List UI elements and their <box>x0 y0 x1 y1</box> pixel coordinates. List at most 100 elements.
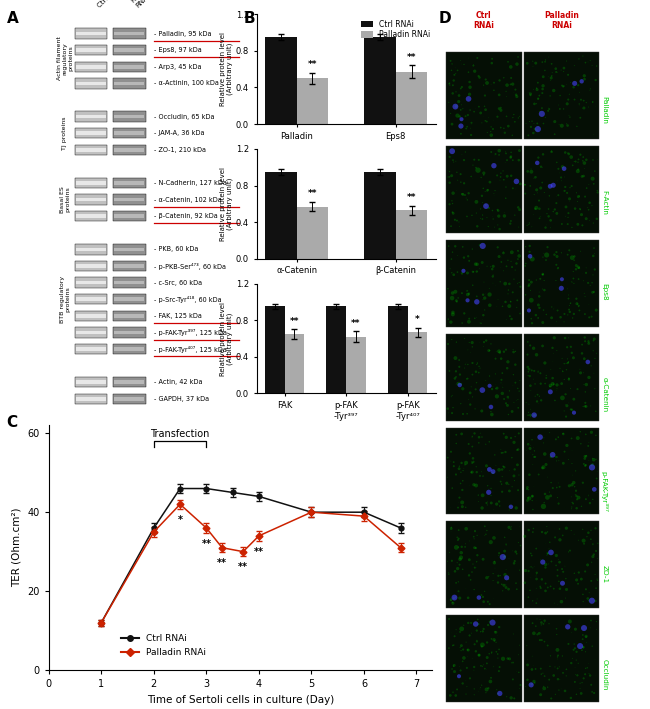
Text: **: ** <box>307 60 317 69</box>
Point <box>536 617 547 628</box>
Point <box>456 623 467 635</box>
Point <box>536 378 546 389</box>
Point <box>560 182 571 193</box>
Point <box>453 502 463 513</box>
Point <box>534 588 544 600</box>
Point <box>502 155 512 166</box>
Point <box>449 630 460 642</box>
Point <box>501 147 512 159</box>
Point <box>515 178 525 189</box>
Point <box>475 682 486 693</box>
Point <box>593 537 603 549</box>
Point <box>569 251 580 262</box>
Point <box>498 298 508 309</box>
Point <box>446 595 456 606</box>
Point <box>528 660 538 671</box>
Point <box>473 489 484 501</box>
Point <box>467 341 478 352</box>
Point <box>482 499 493 510</box>
Point <box>544 183 554 194</box>
Point <box>531 274 541 286</box>
Point <box>449 69 460 81</box>
Point <box>527 495 538 506</box>
Point <box>531 543 541 554</box>
Point <box>482 664 492 675</box>
Bar <box>75 28 107 39</box>
Point <box>584 204 594 216</box>
Point <box>469 562 480 574</box>
Point <box>508 112 518 123</box>
Point <box>474 649 484 661</box>
Point <box>512 302 522 313</box>
Text: - N-Cadherin, 127 kDa: - N-Cadherin, 127 kDa <box>154 180 227 186</box>
Bar <box>113 245 146 255</box>
Point <box>562 283 573 294</box>
Point <box>521 303 531 314</box>
Point <box>452 532 462 543</box>
Point <box>508 346 519 357</box>
Point <box>578 152 588 163</box>
Point <box>533 152 543 163</box>
Point <box>460 189 470 201</box>
Point <box>549 523 560 534</box>
Point <box>463 284 473 296</box>
Point <box>562 400 572 411</box>
Bar <box>447 146 521 233</box>
Point <box>474 72 485 83</box>
Point <box>459 59 469 70</box>
Point <box>488 593 499 605</box>
Point <box>465 146 475 157</box>
Point <box>443 452 453 463</box>
Point <box>484 370 495 381</box>
Point <box>567 653 578 664</box>
Point <box>482 185 493 196</box>
Point <box>514 112 524 123</box>
Point <box>495 276 506 287</box>
Point <box>543 582 553 593</box>
Point <box>482 212 492 223</box>
Point <box>538 681 549 692</box>
Point <box>510 84 521 95</box>
Point <box>511 578 521 589</box>
Point <box>497 379 508 391</box>
Point <box>487 57 497 69</box>
Point <box>504 504 514 515</box>
Point <box>461 583 471 594</box>
Point <box>551 623 562 635</box>
Point <box>589 286 599 298</box>
Point <box>485 177 495 188</box>
Point <box>539 497 549 508</box>
Point <box>515 281 526 292</box>
Point <box>471 266 482 277</box>
Point <box>552 175 563 186</box>
Point <box>534 213 545 224</box>
Point <box>583 56 593 67</box>
Point <box>512 245 523 256</box>
Point <box>466 618 476 629</box>
Point <box>473 614 483 625</box>
Point <box>486 647 497 659</box>
Point <box>484 345 494 356</box>
Point <box>589 687 599 698</box>
Point <box>461 675 471 686</box>
Point <box>523 362 533 373</box>
Point <box>554 583 565 594</box>
Point <box>472 293 482 304</box>
Point <box>540 291 550 303</box>
Point <box>551 191 562 203</box>
Point <box>490 368 501 379</box>
Point <box>443 240 454 252</box>
Point <box>562 118 572 130</box>
Point <box>486 338 496 350</box>
Point <box>497 464 508 475</box>
Point <box>556 175 567 186</box>
Point <box>564 300 575 311</box>
Point <box>467 210 477 221</box>
Point <box>558 428 568 439</box>
Point <box>446 594 456 605</box>
Point <box>564 480 575 491</box>
Point <box>480 199 491 211</box>
Point <box>549 598 560 609</box>
Point <box>523 166 533 177</box>
Point <box>469 562 480 574</box>
